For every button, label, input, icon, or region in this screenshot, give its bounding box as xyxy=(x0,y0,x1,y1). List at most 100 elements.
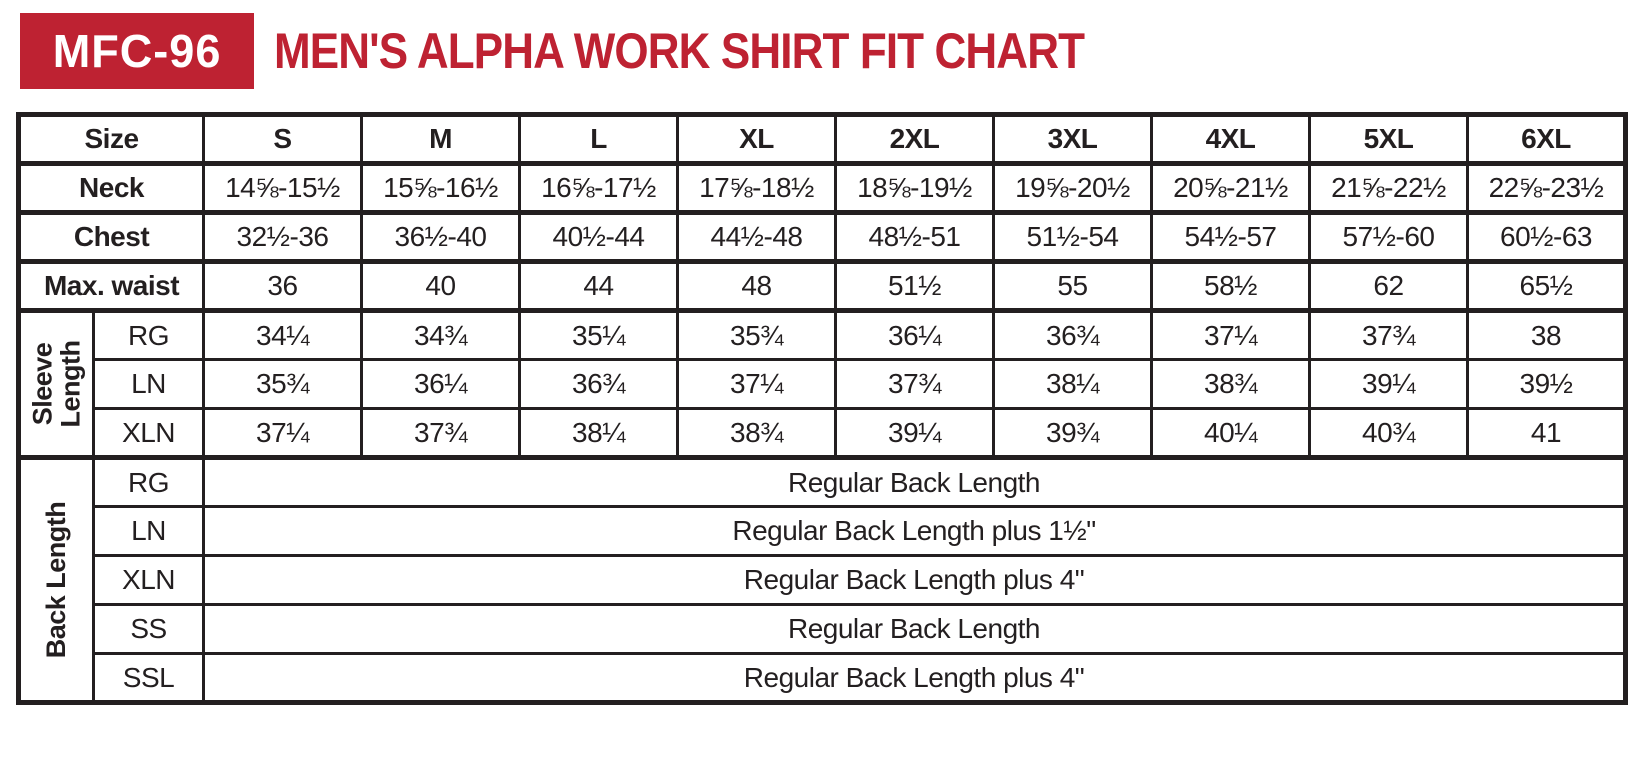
max-waist-value-cell: 40 xyxy=(360,259,521,312)
back-xln-label: XLN xyxy=(92,554,205,606)
back-ss-label: SS xyxy=(92,603,205,655)
sleeve-ln-value-cell: 35¾ xyxy=(202,358,363,410)
back-ssl-row: SSL Regular Back Length plus 4" xyxy=(19,652,1627,704)
sleeve-xln-value-cell: 38¾ xyxy=(676,407,837,459)
sleeve-rg-value-cell: 38 xyxy=(1466,308,1627,361)
chest-value-cell: 32½-36 xyxy=(202,210,363,263)
sleeve-rg-value-cell: 36¾ xyxy=(992,308,1153,361)
back-ln-value-cell: Regular Back Length plus 1½" xyxy=(202,505,1627,557)
neck-value-cell: 18⅝-19½ xyxy=(834,161,995,214)
sleeve-xln-value-cell: 40¼ xyxy=(1150,407,1311,459)
chest-row: Chest 32½-36 36½-40 40½-44 44½-48 48½-51… xyxy=(17,210,1627,263)
sleeve-rg-value-cell: 35¾ xyxy=(676,308,837,361)
chest-row-label: Chest xyxy=(17,210,205,263)
back-xln-value-cell: Regular Back Length plus 4" xyxy=(202,554,1627,606)
sleeve-xln-value-cell: 39¾ xyxy=(992,407,1153,459)
sleeve-length-group-label: Sleeve Length xyxy=(26,340,85,428)
sleeve-xln-value-cell: 37¼ xyxy=(202,407,363,459)
neck-value-cell: 22⅝-23½ xyxy=(1466,161,1627,214)
back-rg-value-cell: Regular Back Length xyxy=(202,455,1627,508)
back-ssl-label: SSL xyxy=(92,652,205,704)
size-column-header-s: S xyxy=(202,113,363,165)
sleeve-ln-label: LN xyxy=(92,358,205,410)
sleeve-rg-value-cell: 34¼ xyxy=(202,308,363,361)
sleeve-ln-value-cell: 39½ xyxy=(1466,358,1627,410)
back-ln-row: LN Regular Back Length plus 1½" xyxy=(19,505,1627,557)
back-ssl-value-cell: Regular Back Length plus 4" xyxy=(202,652,1627,704)
size-header-row: Size S M L XL 2XL 3XL 4XL 5XL 6XL xyxy=(17,113,1627,165)
max-waist-value-cell: 44 xyxy=(518,259,679,312)
size-column-header-3xl: 3XL xyxy=(992,113,1153,165)
max-waist-row-label: Max. waist xyxy=(17,259,205,312)
neck-value-cell: 16⅝-17½ xyxy=(518,161,679,214)
sleeve-rg-value-cell: 36¼ xyxy=(834,308,995,361)
sleeve-ln-value-cell: 38¾ xyxy=(1150,358,1311,410)
chest-value-cell: 51½-54 xyxy=(992,210,1153,263)
size-header-label: Size xyxy=(17,113,205,165)
sleeve-rg-row: Sleeve Length RG 34¼ 34¾ 35¼ 35¾ 36¼ 36¾… xyxy=(17,308,1627,459)
sleeve-ln-value-cell: 39¼ xyxy=(1308,358,1469,410)
sleeve-xln-label: XLN xyxy=(92,407,205,459)
sleeve-ln-row: LN 35¾ 36¼ 36¾ 37¼ 37¾ 38¼ 38¾ 39¼ 39½ xyxy=(19,358,1627,410)
sleeve-ln-value-cell: 38¼ xyxy=(992,358,1153,410)
size-column-header-5xl: 5XL xyxy=(1308,113,1469,165)
max-waist-value-cell: 55 xyxy=(992,259,1153,312)
back-length-group-label: Back Length xyxy=(40,501,71,659)
chest-value-cell: 60½-63 xyxy=(1466,210,1627,263)
chest-value-cell: 57½-60 xyxy=(1308,210,1469,263)
back-ln-label: LN xyxy=(92,505,205,557)
page-header: MFC-96 MEN'S ALPHA WORK SHIRT FIT CHART xyxy=(20,12,1627,90)
max-waist-value-cell: 36 xyxy=(202,259,363,312)
sleeve-ln-value-cell: 36¾ xyxy=(518,358,679,410)
size-column-header-2xl: 2XL xyxy=(834,113,995,165)
back-length-group-cell: Back Length xyxy=(17,455,95,704)
back-rg-row: Back Length RG Regular Back Length xyxy=(17,455,1627,704)
max-waist-value-cell: 62 xyxy=(1308,259,1469,312)
sleeve-length-group-cell: Sleeve Length xyxy=(17,308,95,459)
sleeve-rg-label: RG xyxy=(92,308,205,361)
neck-value-cell: 19⅝-20½ xyxy=(992,161,1153,214)
neck-row-label: Neck xyxy=(17,161,205,214)
page-title-text: MEN'S ALPHA WORK SHIRT FIT CHART xyxy=(274,23,1085,79)
neck-value-cell: 14⅝-15½ xyxy=(202,161,363,214)
sleeve-ln-value-cell: 36¼ xyxy=(360,358,521,410)
sleeve-xln-value-cell: 37¾ xyxy=(360,407,521,459)
sleeve-xln-value-cell: 40¾ xyxy=(1308,407,1469,459)
size-column-header-l: L xyxy=(518,113,679,165)
model-badge-label: MFC-96 xyxy=(52,25,222,77)
back-ss-value-cell: Regular Back Length xyxy=(202,603,1627,655)
fit-chart-table: Size S M L XL 2XL 3XL 4XL 5XL 6XL Neck 1… xyxy=(16,112,1628,705)
back-rg-label: RG xyxy=(92,455,205,508)
max-waist-value-cell: 51½ xyxy=(834,259,995,312)
neck-row: Neck 14⅝-15½ 15⅝-16½ 16⅝-17½ 17⅝-18½ 18⅝… xyxy=(17,161,1627,214)
chest-value-cell: 54½-57 xyxy=(1150,210,1311,263)
sleeve-rg-value-cell: 34¾ xyxy=(360,308,521,361)
back-ss-row: SS Regular Back Length xyxy=(19,603,1627,655)
chest-value-cell: 44½-48 xyxy=(676,210,837,263)
back-xln-row: XLN Regular Back Length plus 4" xyxy=(19,554,1627,606)
max-waist-value-cell: 48 xyxy=(676,259,837,312)
neck-value-cell: 21⅝-22½ xyxy=(1308,161,1469,214)
sleeve-xln-value-cell: 39¼ xyxy=(834,407,995,459)
chest-value-cell: 48½-51 xyxy=(834,210,995,263)
sleeve-xln-value-cell: 41 xyxy=(1466,407,1627,459)
sleeve-ln-value-cell: 37¼ xyxy=(676,358,837,410)
max-waist-value-cell: 65½ xyxy=(1466,259,1627,312)
max-waist-value-cell: 58½ xyxy=(1150,259,1311,312)
size-column-header-6xl: 6XL xyxy=(1466,113,1627,165)
size-column-header-4xl: 4XL xyxy=(1150,113,1311,165)
sleeve-rg-value-cell: 37¼ xyxy=(1150,308,1311,361)
model-badge: MFC-96 xyxy=(20,13,254,89)
neck-value-cell: 15⅝-16½ xyxy=(360,161,521,214)
neck-value-cell: 20⅝-21½ xyxy=(1150,161,1311,214)
chest-value-cell: 36½-40 xyxy=(360,210,521,263)
max-waist-row: Max. waist 36 40 44 48 51½ 55 58½ 62 65½ xyxy=(17,259,1627,312)
neck-value-cell: 17⅝-18½ xyxy=(676,161,837,214)
sleeve-rg-value-cell: 37¾ xyxy=(1308,308,1469,361)
size-column-header-m: M xyxy=(360,113,521,165)
size-column-header-xl: XL xyxy=(676,113,837,165)
sleeve-xln-value-cell: 38¼ xyxy=(518,407,679,459)
sleeve-rg-value-cell: 35¼ xyxy=(518,308,679,361)
chest-value-cell: 40½-44 xyxy=(518,210,679,263)
